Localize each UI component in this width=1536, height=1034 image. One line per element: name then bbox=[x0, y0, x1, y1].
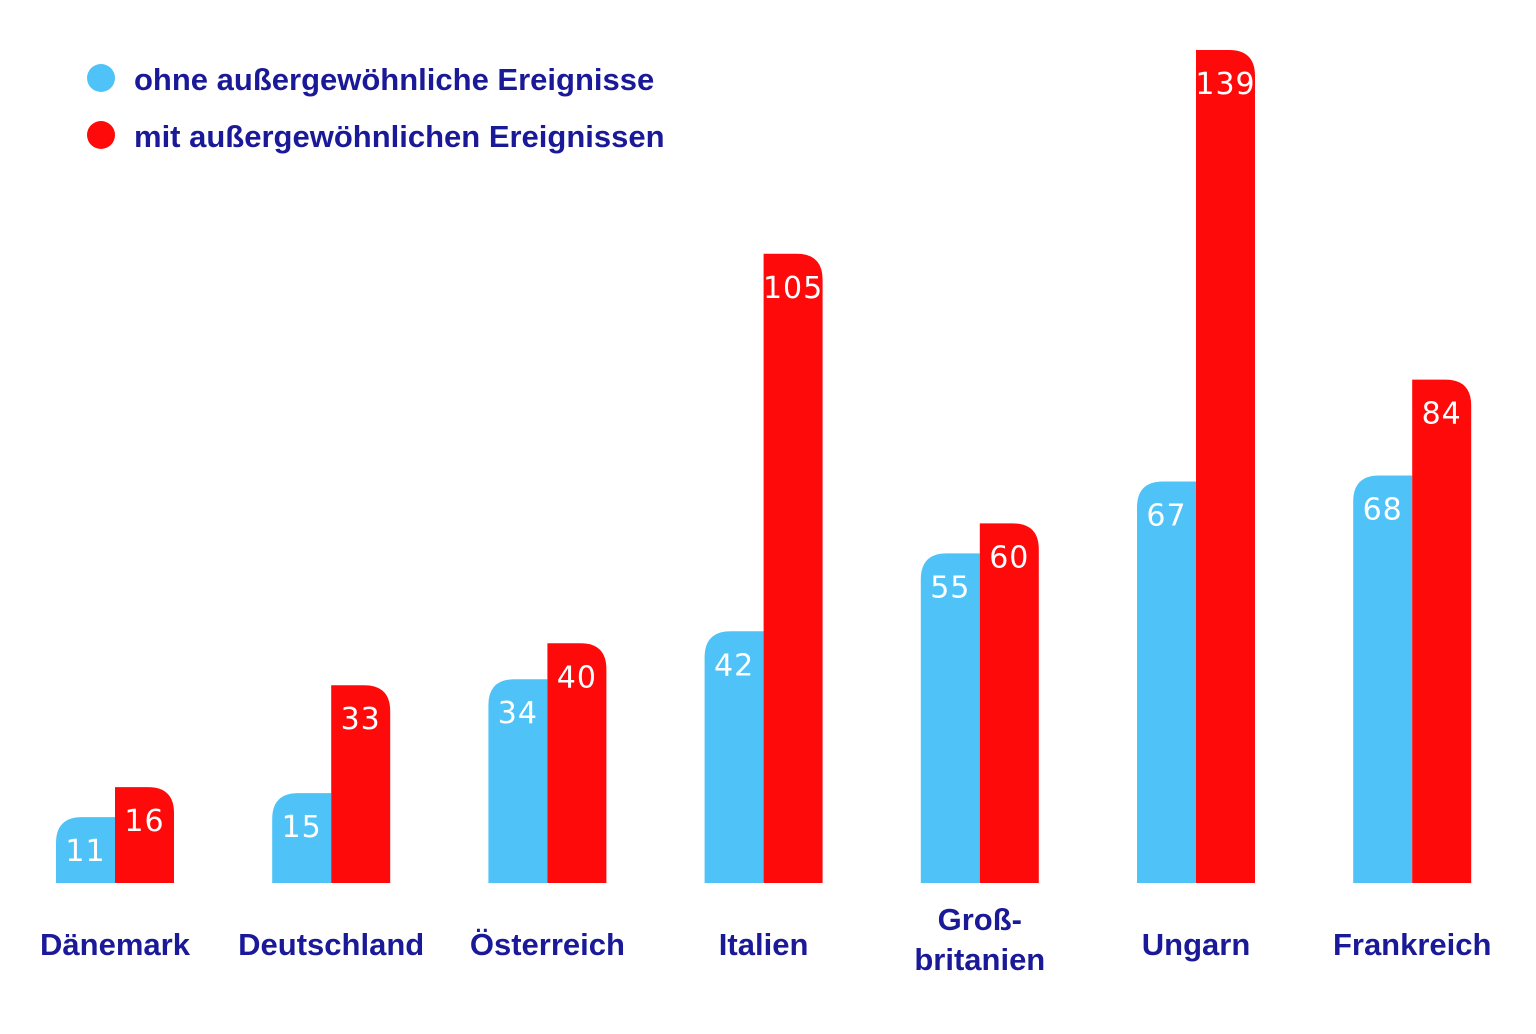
value-label-ohne-2: 34 bbox=[498, 696, 538, 731]
value-label-mit-5: 139 bbox=[1195, 67, 1255, 102]
bar-ohne-2 bbox=[488, 679, 548, 883]
value-label-ohne-6: 68 bbox=[1363, 492, 1403, 527]
value-label-mit-3: 105 bbox=[763, 271, 823, 306]
bars-group bbox=[56, 50, 1472, 884]
value-label-ohne-5: 67 bbox=[1146, 498, 1186, 533]
category-label-5: Ungarn bbox=[1142, 927, 1251, 962]
legend: ohne außergewöhnliche Ereignisse mit auß… bbox=[87, 62, 665, 154]
bar-mit-2 bbox=[547, 643, 607, 883]
category-labels-group: Dänemark Deutschland Österreich Italien Groß… bbox=[40, 902, 1491, 977]
category-label-0: Dänemark bbox=[40, 927, 191, 962]
bar-ohne-6 bbox=[1353, 475, 1413, 883]
value-label-mit-4: 60 bbox=[989, 540, 1029, 575]
legend-label-mit: mit außergewöhnlichen Ereignissen bbox=[134, 119, 665, 154]
bar-ohne-5 bbox=[1137, 481, 1196, 883]
legend-marker-mit bbox=[87, 121, 115, 149]
category-label-3: Italien bbox=[719, 927, 809, 962]
value-label-ohne-4: 55 bbox=[930, 570, 970, 605]
legend-label-ohne: ohne außergewöhnliche Ereignisse bbox=[134, 62, 654, 97]
bar-mit-5 bbox=[1196, 50, 1255, 883]
value-label-ohne-3: 42 bbox=[714, 648, 754, 683]
value-labels-group: 11 16 15 33 34 40 42 105 55 60 67 139 68 84 bbox=[65, 67, 1462, 869]
value-label-mit-0: 16 bbox=[124, 804, 164, 839]
category-label-6: Frankreich bbox=[1333, 927, 1492, 962]
category-label-2: Österreich bbox=[470, 927, 625, 962]
bar-mit-1 bbox=[331, 685, 391, 883]
category-label-4: Groß-britanien bbox=[914, 902, 1045, 977]
bar-mit-6 bbox=[1412, 379, 1472, 883]
bar-mit-4 bbox=[979, 523, 1039, 883]
bar-ohne-0 bbox=[56, 817, 115, 883]
bar-ohne-4 bbox=[920, 553, 980, 883]
category-label-1: Deutschland bbox=[238, 927, 424, 962]
value-label-ohne-1: 15 bbox=[282, 810, 322, 845]
bar-mit-0 bbox=[115, 787, 174, 883]
bar-mit-3 bbox=[763, 253, 823, 884]
value-label-mit-1: 33 bbox=[341, 702, 381, 737]
value-label-mit-2: 40 bbox=[557, 660, 597, 695]
legend-marker-ohne bbox=[87, 64, 115, 92]
value-label-ohne-0: 11 bbox=[65, 834, 105, 869]
bar-ohne-3 bbox=[704, 631, 764, 883]
bar-ohne-1 bbox=[272, 793, 332, 883]
value-label-mit-6: 84 bbox=[1422, 397, 1462, 432]
